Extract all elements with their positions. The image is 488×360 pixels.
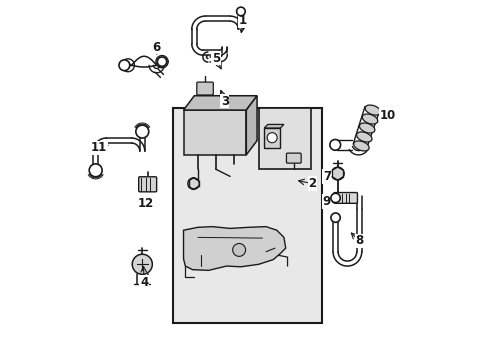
FancyBboxPatch shape	[333, 193, 357, 203]
Text: 7: 7	[322, 170, 330, 183]
FancyBboxPatch shape	[172, 108, 321, 323]
Ellipse shape	[356, 132, 371, 142]
Text: 3: 3	[220, 95, 228, 108]
Polygon shape	[246, 96, 257, 155]
Text: 2: 2	[308, 177, 316, 190]
Circle shape	[132, 254, 152, 274]
Ellipse shape	[353, 141, 368, 151]
Polygon shape	[264, 125, 284, 128]
FancyBboxPatch shape	[139, 177, 156, 192]
Text: 1: 1	[238, 14, 246, 27]
Ellipse shape	[362, 114, 377, 124]
FancyBboxPatch shape	[286, 153, 301, 163]
Circle shape	[330, 167, 344, 180]
Circle shape	[136, 125, 148, 138]
Circle shape	[330, 213, 340, 222]
Ellipse shape	[365, 105, 380, 115]
Polygon shape	[264, 128, 280, 148]
Polygon shape	[183, 96, 257, 110]
Text: 5: 5	[211, 51, 220, 64]
FancyBboxPatch shape	[196, 82, 213, 95]
Circle shape	[266, 133, 277, 143]
Circle shape	[187, 178, 199, 189]
Polygon shape	[183, 110, 246, 155]
Ellipse shape	[359, 123, 374, 133]
Circle shape	[330, 193, 340, 203]
Circle shape	[232, 243, 245, 256]
Circle shape	[157, 57, 166, 66]
Text: 8: 8	[354, 234, 363, 247]
Polygon shape	[183, 226, 285, 270]
Circle shape	[119, 60, 129, 71]
Text: 6: 6	[152, 41, 161, 54]
Circle shape	[236, 7, 244, 16]
FancyBboxPatch shape	[258, 108, 310, 169]
Text: 4: 4	[140, 276, 148, 289]
Circle shape	[89, 164, 102, 177]
Text: 11: 11	[91, 141, 107, 154]
Text: 9: 9	[322, 195, 330, 208]
Circle shape	[329, 139, 340, 150]
Text: 10: 10	[379, 109, 395, 122]
Text: 12: 12	[138, 197, 154, 210]
